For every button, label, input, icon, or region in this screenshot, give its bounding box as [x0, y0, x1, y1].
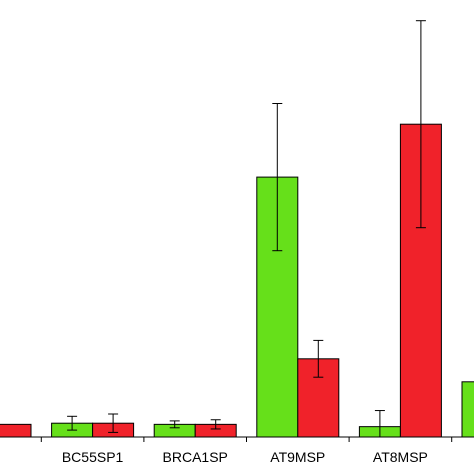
bar-n-series-1: [461, 381, 474, 438]
error-bar-bc55sp1-series-2: [108, 413, 119, 433]
error-bar-at9msp-series-2: [313, 339, 324, 378]
error-bar-at8msp-series-2: [415, 20, 426, 229]
x-tick-label-brca1sp: BRCA1SP: [163, 449, 228, 465]
x-ticks-layer: [40, 437, 453, 442]
bar-1-series-2: [0, 423, 32, 438]
error-bar-bc55sp1-series-1: [67, 415, 78, 431]
error-bar-brca1sp-series-1: [169, 420, 180, 429]
bars-layer: [0, 123, 474, 438]
x-tick-label-at8msp: AT8MSP: [373, 449, 428, 465]
error-bar-at9msp-series-1: [272, 103, 283, 252]
error-bar-brca1sp-series-2: [210, 419, 221, 430]
x-tick-labels: 1BC55SP1BRCA1SPAT9MSPAT8MSPN: [62, 449, 428, 465]
x-tick-label-at9msp: AT9MSP: [270, 449, 325, 465]
x-tick-label-bc55sp1: BC55SP1: [62, 449, 124, 465]
